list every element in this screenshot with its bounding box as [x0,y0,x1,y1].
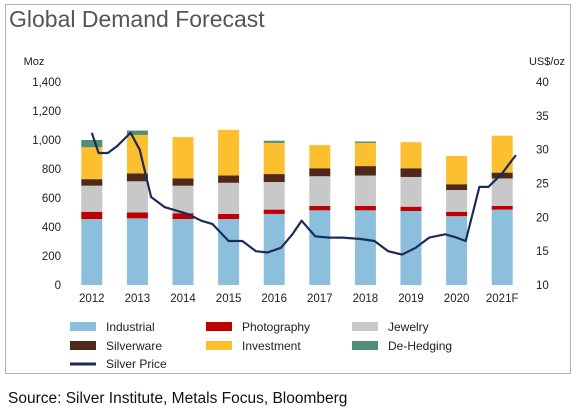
bar-segment-photography [218,213,240,220]
x-tick-label: 2014 [170,293,196,305]
x-tick-label: 2017 [307,293,333,305]
silver-price-line [90,131,517,256]
bar-segment-photography [172,213,194,220]
bar-segment-jewelry [309,176,331,206]
bar-segment-photography [446,211,468,217]
x-tick-label: 2012 [79,293,105,305]
bar-segment-jewelry [218,182,240,214]
bar-segment-silverware [172,178,194,186]
bar-segment-jewelry [400,176,422,207]
y-tick-label: 1,000 [32,135,61,147]
bar-segment-investment [81,147,103,180]
bar-segment-industrial [309,210,331,285]
y2-tick-label: 20 [536,212,549,224]
bar-segment-jewelry [126,181,148,213]
x-tick-label: 2013 [125,293,151,305]
bar-segment-silverware [400,168,422,177]
legend-swatch [70,322,96,331]
bar-segment-de-hedging [354,141,376,143]
x-tick-label: 2015 [216,293,242,305]
bar-segment-investment [446,155,468,185]
chart-title: Global Demand Forecast [9,6,265,32]
legend-label: Photography [242,320,310,334]
legend-label: Jewelry [388,320,429,334]
y-tick-label: 600 [42,193,61,205]
y-tick-label: 1,400 [32,77,61,89]
bar-segment-jewelry [354,175,376,206]
bar-segment-jewelry [172,185,194,214]
bar-segment-jewelry [263,182,285,210]
bar-segment-de-hedging [263,140,285,143]
legend-label: Industrial [106,320,155,334]
bar-segment-photography [491,205,513,210]
bar-segment-photography [309,205,331,211]
y2-tick-label: 30 [536,145,549,157]
bar-segment-investment [263,142,285,175]
bar-segment-investment [218,129,240,176]
bar-segment-silverware [491,172,513,179]
bar-segment-industrial [126,218,148,285]
y-tick-label: 400 [42,222,61,234]
bar-segment-industrial [218,219,240,285]
bar-segment-investment [354,142,376,167]
y-tick-label: 200 [42,251,61,263]
left-axis-unit: Moz [24,56,45,68]
bar-segment-industrial [446,216,468,285]
y2-tick-label: 15 [536,246,549,258]
bar-segment-investment [491,135,513,173]
bar-segment-photography [400,206,422,212]
legend-swatch [206,322,232,331]
legend-label: Investment [242,339,301,353]
bar-segment-investment [309,145,331,169]
y2-tick-label: 40 [536,77,549,89]
bar-segment-industrial [354,210,376,285]
x-tick-label: 2018 [353,293,379,305]
bar-segment-silverware [309,168,331,177]
bar-segment-silverware [126,173,148,182]
right-axis-unit: US$/oz [529,56,565,68]
bar-segment-jewelry [491,178,513,206]
bar-segment-investment [172,137,194,179]
x-tick-label: 2021F [486,293,519,305]
bar-segment-industrial [172,219,194,285]
bar-segment-industrial [81,219,103,285]
bar-segment-photography [263,209,285,214]
bar-segment-photography [126,212,148,219]
bar-segment-jewelry [81,185,103,212]
y2-tick-label: 10 [536,280,549,292]
legend-swatch [352,322,378,331]
bar-segment-jewelry [446,190,468,212]
legend-swatch [70,341,96,350]
bar-segment-industrial [400,211,422,285]
y-tick-label: 0 [55,280,61,292]
x-tick-label: 2020 [444,293,470,305]
legend-label: Silver Price [106,357,167,371]
bar-segment-investment [400,142,422,169]
bar-segment-silverware [354,166,376,176]
bar-segment-silverware [218,175,240,183]
y-tick-label: 1,200 [32,106,61,118]
legend-label: De-Hedging [388,339,452,353]
legend-label: Silverware [106,339,162,353]
bar-segment-silverware [446,184,468,191]
y2-tick-label: 35 [536,111,549,123]
source-note: Source: Silver Institute, Metals Focus, … [8,390,348,407]
x-tick-label: 2016 [261,293,287,305]
legend-swatch [352,341,378,350]
bar-segment-photography [354,205,376,211]
y-tick-label: 800 [42,164,61,176]
bar-segment-photography [81,211,103,220]
bar-segment-silverware [81,179,103,186]
bar-segment-silverware [263,174,285,183]
x-tick-label: 2019 [398,293,424,305]
legend-swatch [206,341,232,350]
bar-segment-industrial [491,209,513,285]
bar-segment-de-hedging [126,130,148,135]
y2-tick-label: 25 [536,179,549,191]
bar-segment-de-hedging [81,140,103,148]
